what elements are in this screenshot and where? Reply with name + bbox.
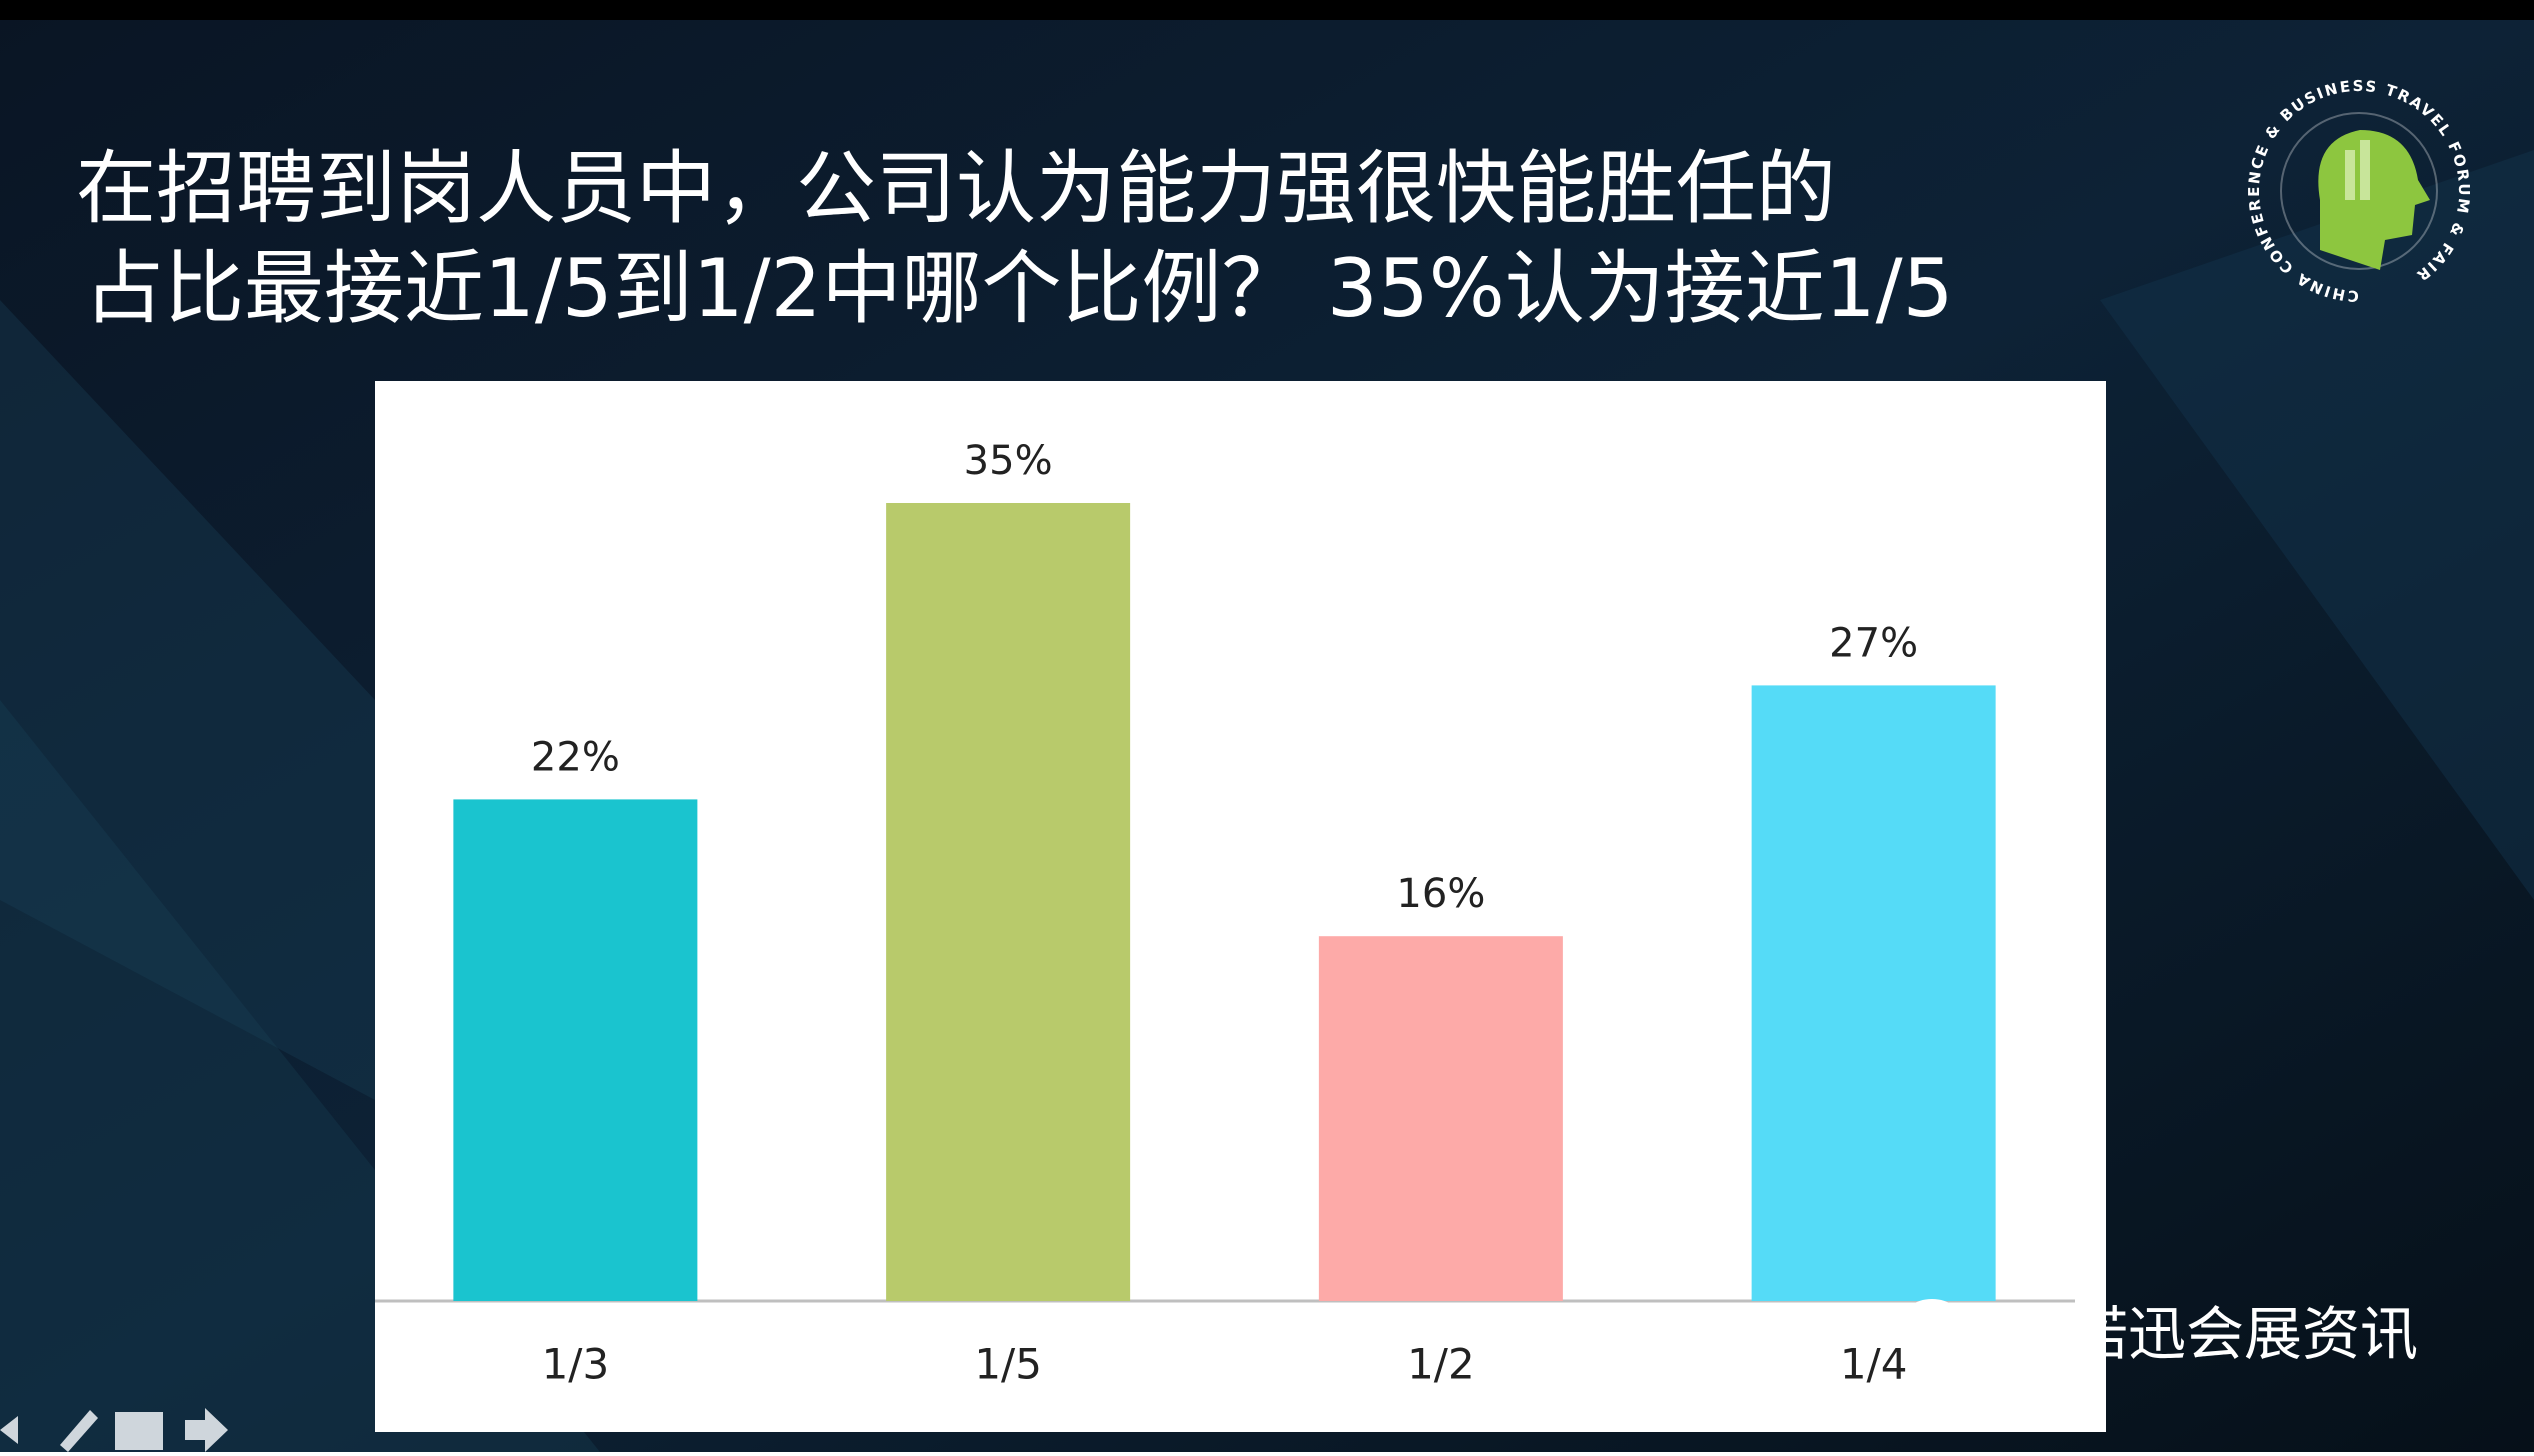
- bar: [1318, 936, 1563, 1301]
- nav-menu[interactable]: [115, 1412, 163, 1450]
- streak: [0, 300, 375, 1100]
- bubble: [1900, 1299, 1964, 1351]
- top-band: [0, 0, 2534, 20]
- x-tick-label: 1/2: [1407, 1340, 1475, 1389]
- title-line: 占比最接近1/5到1/2中哪个比例？ 35%认为接近1/5: [84, 242, 1954, 335]
- nav-next[interactable]: [185, 1408, 228, 1452]
- nav-pen[interactable]: [60, 1410, 98, 1452]
- watermark: 赛诺迅会展资讯: [2012, 1300, 2418, 1368]
- x-tick-label: 1/3: [542, 1340, 610, 1389]
- wechat-icon: [1900, 1299, 1996, 1371]
- value-label: 35%: [964, 438, 1053, 484]
- value-label: 16%: [1396, 871, 1485, 917]
- bar: [1751, 685, 1996, 1301]
- logo-building: [2360, 140, 2370, 200]
- x-tick-label: 1/4: [1840, 1340, 1908, 1389]
- logo-building: [2345, 150, 2355, 200]
- bar: [886, 503, 1131, 1301]
- bubble: [1940, 1325, 1996, 1371]
- value-label: 22%: [531, 734, 620, 780]
- nav-prev[interactable]: [0, 1416, 18, 1444]
- x-tick-label: 1/5: [974, 1340, 1042, 1389]
- value-label: 27%: [1829, 620, 1918, 666]
- title-line: 在招聘到岗人员中，公司认为能力强很快能胜任的: [76, 142, 1836, 235]
- logo-ring-line: [2280, 112, 2438, 270]
- slide-nav[interactable]: [0, 1408, 228, 1452]
- plot: 1/3 22% 1/5 35% 1/2 16% 1/4 27%: [453, 438, 1996, 1389]
- bar: [453, 799, 698, 1301]
- streak: [2100, 150, 2534, 900]
